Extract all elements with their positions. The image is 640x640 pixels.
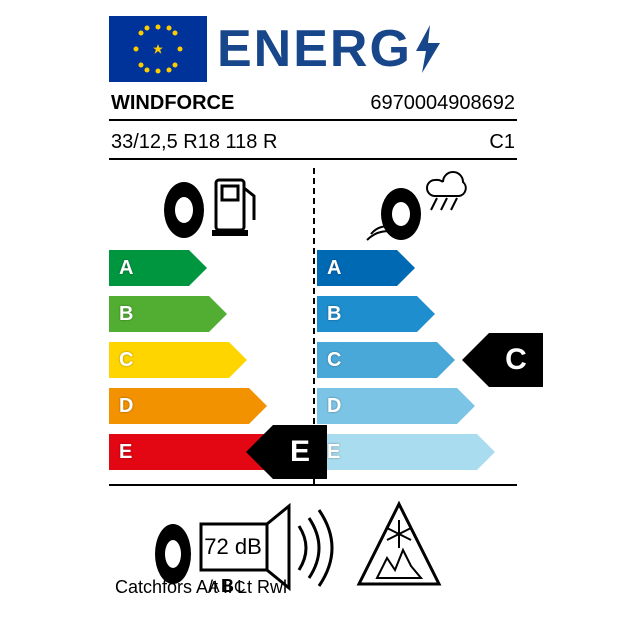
fuel-arrows-D: D — [109, 388, 309, 424]
product-name: Catchfors A/t Ii Lt Rwl — [115, 577, 287, 598]
wet-arrows-B: B — [317, 296, 517, 332]
brand-name: WINDFORCE — [111, 92, 234, 115]
fuel-grade-badge: E — [273, 425, 327, 479]
wet-arrows-E: E — [317, 434, 517, 470]
wet-icon — [353, 168, 473, 246]
ean: 6970004908692 — [370, 92, 515, 115]
wet-grade-badge: C — [489, 333, 543, 387]
row-brand: WINDFORCE 6970004908692 — [109, 88, 517, 121]
wet-arrows-A: A — [317, 250, 517, 286]
fuel-grade-value: E — [290, 435, 310, 469]
tire-class: C1 — [489, 131, 515, 154]
tire-size: 33/12,5 R18 118 R — [111, 131, 277, 154]
energy-wordmark: ENERG — [217, 19, 442, 79]
bolt-icon — [412, 25, 442, 73]
snow-icon — [349, 496, 449, 596]
noise-db-svgtext: 72 dB — [204, 534, 262, 559]
wet-column: ABCDE — [309, 168, 517, 470]
ratings-panel: ABCDE ABCDE E C — [109, 168, 517, 486]
wet-arrows-D: D — [317, 388, 517, 424]
row-size: 33/12,5 R18 118 R C1 — [109, 127, 517, 160]
fuel-arrows-B: B — [109, 296, 309, 332]
fuel-arrows-A: A — [109, 250, 309, 286]
fuel-arrows-C: C — [109, 342, 309, 378]
fuel-icon — [154, 168, 264, 246]
energy-text: ENERG — [217, 19, 412, 79]
wet-grade-value: C — [505, 343, 527, 377]
eu-flag — [109, 16, 207, 82]
